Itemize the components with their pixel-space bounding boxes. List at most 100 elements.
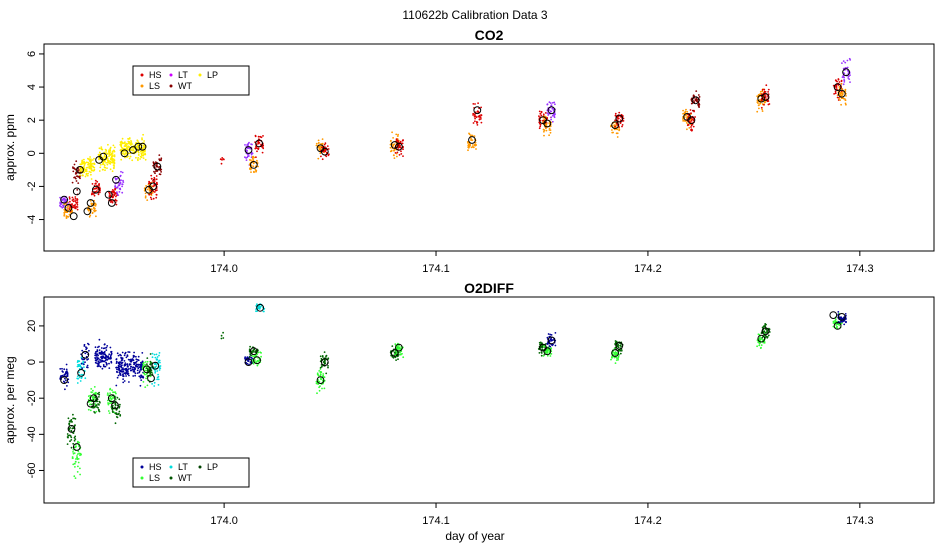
data-point (391, 131, 393, 134)
data-point (92, 193, 95, 195)
data-point (396, 345, 399, 347)
data-point (76, 203, 79, 206)
data-point (480, 114, 483, 117)
data-point (618, 111, 621, 114)
data-point (135, 156, 137, 159)
data-point (115, 358, 118, 360)
data-point (107, 153, 109, 155)
data-point (251, 157, 254, 159)
data-point (74, 173, 77, 175)
data-point (479, 116, 482, 119)
data-point (100, 347, 103, 349)
data-point (539, 112, 542, 115)
data-point (843, 79, 845, 81)
data-point (397, 139, 399, 142)
data-point (86, 364, 89, 367)
data-point (129, 155, 132, 158)
plot-frame (43, 296, 935, 504)
data-point (98, 170, 101, 172)
data-point (76, 382, 79, 384)
data-point (111, 397, 114, 399)
data-point (260, 352, 262, 354)
mean-marker (112, 175, 120, 184)
data-point (610, 358, 612, 361)
data-point (119, 353, 121, 356)
data-point (108, 153, 111, 156)
data-point (72, 427, 74, 429)
data-point (545, 127, 547, 130)
data-point (87, 157, 89, 160)
data-point (468, 132, 470, 135)
data-point (115, 199, 118, 202)
data-point (139, 384, 142, 387)
data-point (155, 175, 158, 177)
data-point (120, 179, 122, 182)
data-point (138, 154, 140, 156)
data-point (63, 208, 66, 211)
data-point (115, 362, 118, 364)
data-point (467, 149, 469, 152)
data-point (72, 417, 74, 420)
data-point (135, 355, 137, 358)
data-point (393, 143, 396, 146)
data-point (66, 373, 69, 376)
data-point (766, 329, 769, 332)
data-point (113, 167, 115, 170)
data-point (321, 158, 324, 161)
data-point (74, 204, 77, 206)
data-point (113, 149, 115, 152)
mean-marker (107, 394, 116, 403)
o2diff-panel: O2DIFF -60 -40 -20 0 20 174.0 174.1 174.2 174.3 ap… (3, 280, 935, 527)
data-point (152, 190, 155, 193)
data-point (763, 94, 766, 96)
data-point (144, 386, 147, 388)
data-point (255, 169, 258, 172)
data-point (686, 124, 689, 127)
data-point (123, 380, 126, 382)
y-axis-label: approx. ppm (3, 114, 17, 181)
data-point (319, 152, 322, 155)
data-point (93, 386, 96, 388)
data-point (397, 141, 400, 144)
data-point (104, 169, 106, 172)
legend-label: LS (149, 473, 160, 483)
data-point (153, 180, 156, 182)
data-point (325, 151, 328, 154)
data-point (67, 207, 69, 210)
data-point (96, 180, 99, 183)
mean-marker (72, 187, 81, 196)
data-point (322, 374, 324, 377)
data-point (152, 197, 155, 200)
data-point (682, 109, 684, 112)
data-point (146, 188, 149, 191)
data-point (325, 372, 328, 375)
data-point (550, 118, 552, 121)
data-point (63, 203, 66, 206)
data-point (157, 378, 160, 381)
data-point (111, 157, 113, 160)
data-point (89, 200, 92, 202)
data-point (317, 139, 320, 142)
data-point (143, 146, 146, 149)
data-point (123, 145, 126, 148)
data-point (69, 440, 71, 443)
data-point (99, 166, 102, 169)
data-point (761, 110, 764, 112)
data-point (249, 345, 252, 348)
data-point (59, 201, 62, 204)
data-point (251, 355, 254, 357)
data-point (116, 352, 119, 355)
data-point (74, 438, 77, 440)
data-point (68, 196, 71, 199)
mean-marker (687, 116, 696, 125)
data-point (89, 403, 91, 406)
y-tick-label: -20 (26, 390, 38, 406)
data-point (390, 149, 393, 152)
mean-marker (107, 199, 116, 207)
data-point (85, 170, 88, 173)
data-point (619, 119, 622, 121)
data-point (74, 197, 77, 200)
data-point (68, 213, 71, 216)
data-point (95, 203, 97, 206)
data-point (72, 452, 75, 455)
